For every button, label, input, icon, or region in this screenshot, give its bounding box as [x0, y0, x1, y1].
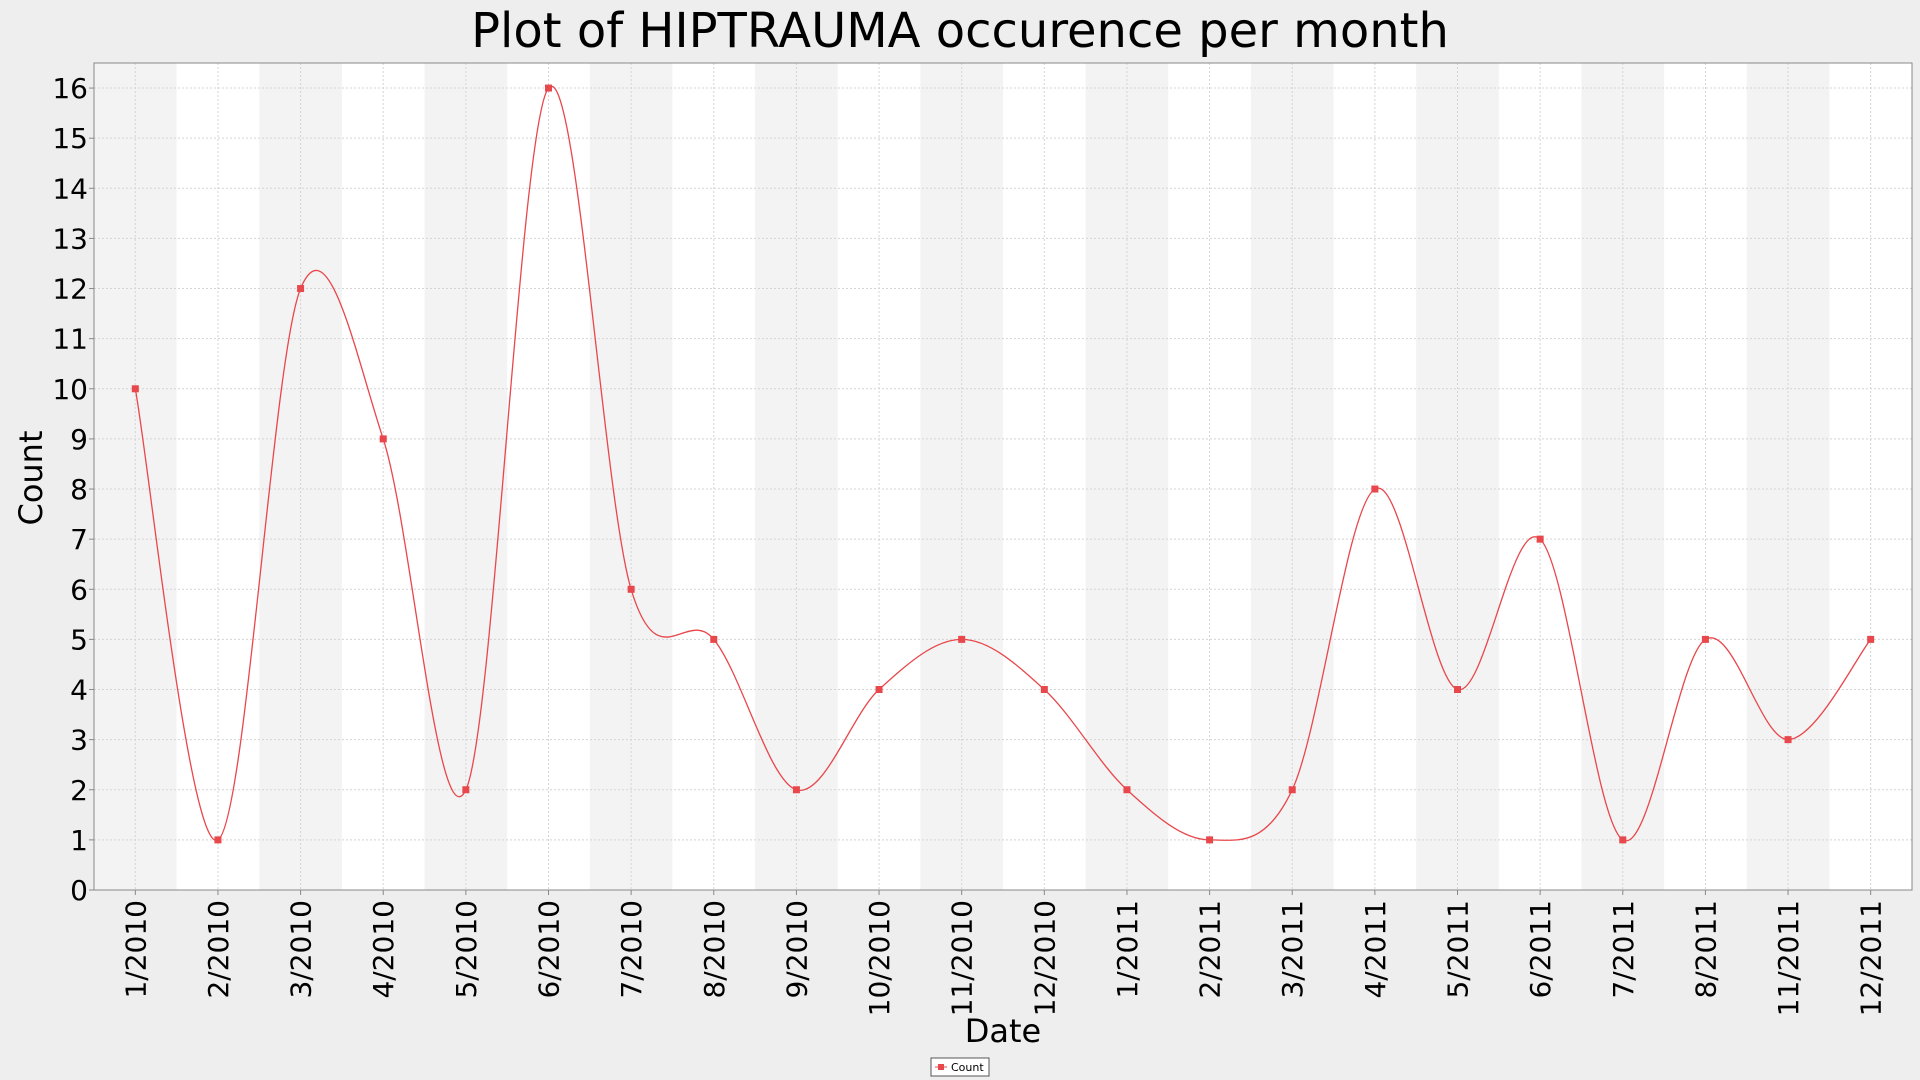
y-tick-label: 13 — [52, 222, 88, 255]
x-tick-label: 9/2010 — [780, 900, 813, 999]
x-tick-label: 10/2010 — [863, 900, 896, 1016]
x-tick-label: 7/2010 — [615, 900, 648, 999]
chart-title: Plot of HIPTRAUMA occurence per month — [471, 3, 1449, 59]
data-point — [875, 686, 883, 694]
data-point — [1784, 736, 1792, 744]
data-point — [131, 385, 139, 393]
data-point — [1619, 836, 1627, 844]
data-point — [1040, 686, 1048, 694]
x-tick-label: 11/2011 — [1772, 900, 1805, 1016]
data-point — [1701, 635, 1709, 643]
x-tick-label: 12/2011 — [1855, 900, 1888, 1016]
series-line — [134, 85, 1872, 842]
x-tick-label: 6/2010 — [533, 900, 566, 999]
plot-border — [93, 62, 1913, 891]
x-tick-label: 3/2010 — [285, 900, 318, 999]
y-tick-label: 0 — [70, 874, 88, 907]
y-tick-label: 11 — [52, 323, 88, 356]
x-tick-label: 5/2010 — [450, 900, 483, 999]
y-tick-label: 9 — [70, 423, 88, 456]
y-tick-label: 10 — [52, 373, 88, 406]
legend-box — [930, 1057, 990, 1077]
x-tick-label: 7/2011 — [1607, 900, 1640, 999]
y-tick-label: 3 — [70, 724, 88, 757]
x-tick-label: 5/2011 — [1442, 900, 1475, 999]
y-tick-label: 7 — [70, 523, 88, 556]
x-tick-label: 2/2011 — [1194, 900, 1227, 999]
y-tick-label: 2 — [70, 774, 88, 807]
y-tick-label: 1 — [70, 824, 88, 857]
x-tick-label: 3/2011 — [1276, 900, 1309, 999]
x-tick-label: 1/2010 — [119, 900, 152, 999]
x-tick-label: 8/2011 — [1689, 900, 1722, 999]
data-point — [1206, 836, 1214, 844]
data-point — [462, 786, 470, 794]
data-point — [379, 435, 387, 443]
y-tick-label: 4 — [70, 674, 88, 707]
y-tick-label: 5 — [70, 623, 88, 656]
y-tick-label: 15 — [52, 122, 88, 155]
data-point — [545, 84, 552, 92]
x-tick-label: 1/2011 — [1111, 900, 1144, 999]
data-point — [792, 786, 800, 794]
data-point — [1454, 686, 1461, 694]
data-point — [214, 836, 222, 844]
data-point — [1288, 786, 1296, 794]
y-tick-label: 8 — [70, 473, 88, 506]
data-point — [710, 635, 718, 643]
x-tick-label: 4/2010 — [367, 900, 400, 999]
y-tick-label: 16 — [52, 72, 88, 105]
y-axis-label: Count — [12, 430, 50, 525]
y-tick-label: 14 — [52, 172, 88, 205]
legend-label: Count — [951, 1061, 984, 1074]
data-point — [1867, 635, 1875, 643]
data-point — [627, 585, 635, 593]
data-point — [1123, 786, 1131, 794]
data-point — [1371, 485, 1379, 493]
x-tick-label: 2/2010 — [202, 900, 235, 999]
x-tick-label: 11/2010 — [946, 900, 979, 1016]
x-axis-label: Date — [965, 1012, 1041, 1050]
x-tick-label: 6/2011 — [1524, 900, 1557, 999]
y-tick-label: 12 — [52, 273, 88, 306]
x-tick-label: 12/2010 — [1028, 900, 1061, 1016]
legend: Count — [930, 1057, 990, 1077]
data-point — [297, 285, 305, 293]
x-tick-label: 8/2010 — [698, 900, 731, 999]
y-tick-label: 6 — [70, 573, 88, 606]
data-point — [958, 635, 966, 643]
x-tick-label: 4/2011 — [1359, 900, 1392, 999]
legend-marker-swatch — [938, 1064, 944, 1070]
data-point — [1536, 535, 1544, 543]
